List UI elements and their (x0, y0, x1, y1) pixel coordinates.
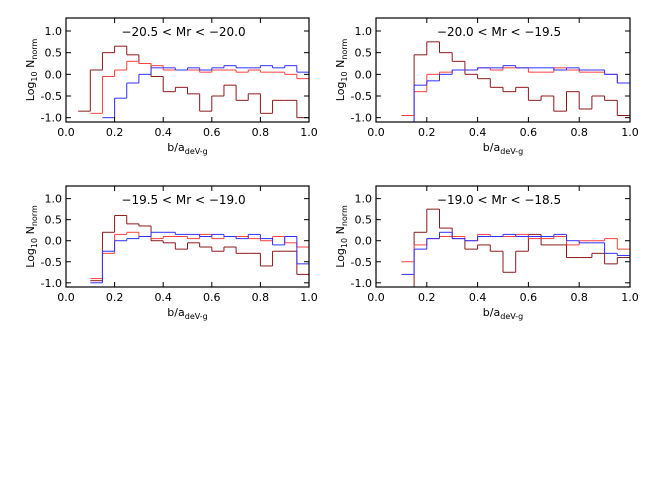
x-tick-label: 1.0 (621, 126, 639, 139)
y-tick-label: 0.5 (45, 47, 63, 60)
y-tick-label: 0.5 (355, 214, 373, 227)
x-label-sub: deV-g (185, 312, 208, 321)
x-tick-label: 1.0 (621, 291, 639, 304)
x-axis-label: b/adeV-g (483, 306, 523, 321)
y-label-part: N (24, 226, 37, 238)
y-tick-label: -1.0 (351, 277, 372, 290)
panel-title: −20.5 < Mr < −20.0 (121, 25, 245, 39)
x-tick-label: 0.6 (203, 126, 221, 139)
x-tick-label: 0.6 (203, 291, 221, 304)
panel-title: −20.0 < Mr < −19.5 (437, 25, 561, 39)
panel-title: −19.5 < Mr < −19.0 (121, 193, 245, 207)
x-label-part: b/a (167, 141, 184, 154)
y-label-part: N (334, 60, 347, 72)
y-label-sub: norm (340, 205, 349, 226)
x-tick-label: 0.2 (418, 126, 436, 139)
x-tick-label: 1.0 (300, 126, 318, 139)
panel: 0.0 0.2 0.4 0.6 0.8 1.0 -1.0 -0.5 0.0 0.5 1.0 −19.5… (24, 185, 318, 321)
y-tick-label: 0.0 (45, 235, 63, 248)
y-tick-label: 0.0 (355, 235, 373, 248)
y-label-part: N (24, 60, 37, 72)
x-tick-label: 0.4 (154, 126, 172, 139)
plot-area (401, 41, 630, 122)
x-tick-label: 1.0 (300, 291, 318, 304)
x-tick-label: 0.2 (418, 291, 436, 304)
x-tick-label: 0.8 (570, 291, 588, 304)
y-label-sub: 10 (30, 238, 39, 248)
x-label-sub: deV-g (500, 312, 523, 321)
plot-frame (375, 17, 631, 123)
x-label-sub: deV-g (500, 147, 523, 156)
y-tick-label: 0.5 (45, 214, 63, 227)
y-axis-label: Log10 Nnorm (334, 39, 349, 102)
y-tick-label: -1.0 (41, 277, 62, 290)
panel: 0.0 0.2 0.4 0.6 0.8 1.0 -1.0 -0.5 0.0 0.5 1.0 −20.0… (334, 17, 639, 156)
x-tick-label: 0.0 (367, 291, 385, 304)
x-tick-label: 0.0 (57, 291, 75, 304)
y-tick-label: -0.5 (41, 256, 62, 269)
plot-area (401, 208, 630, 287)
y-tick-label: 1.0 (355, 193, 373, 206)
y-label-part: Log (334, 82, 347, 102)
x-label-part: b/a (167, 306, 184, 319)
x-tick-label: 0.8 (252, 291, 270, 304)
y-label-part: N (334, 226, 347, 238)
y-tick-label: -0.5 (351, 90, 372, 103)
panel-title: −19.0 < Mr < −18.5 (437, 193, 561, 207)
y-label-sub: 10 (30, 71, 39, 81)
x-tick-label: 0.0 (57, 126, 75, 139)
x-axis-label: b/adeV-g (167, 141, 207, 156)
y-tick-label: 0.0 (45, 68, 63, 81)
y-label-sub: norm (30, 205, 39, 226)
y-tick-label: -1.0 (351, 112, 372, 125)
y-label-sub: norm (30, 39, 39, 60)
plot-frame (65, 185, 310, 288)
x-axis-label: b/adeV-g (483, 141, 523, 156)
y-tick-label: 0.5 (355, 47, 373, 60)
y-label-part: Log (24, 82, 37, 102)
y-label-part: Log (334, 248, 347, 268)
plot-area (90, 214, 309, 284)
x-tick-label: 0.6 (520, 126, 538, 139)
x-tick-label: 0.8 (570, 126, 588, 139)
y-tick-label: -0.5 (351, 256, 372, 269)
plot-area (78, 45, 309, 119)
y-tick-label: -0.5 (41, 90, 62, 103)
y-tick-label: 1.0 (45, 193, 63, 206)
x-tick-label: 0.2 (106, 126, 124, 139)
x-tick-label: 0.0 (367, 126, 385, 139)
x-tick-label: 0.2 (106, 291, 124, 304)
x-label-sub: deV-g (185, 147, 208, 156)
panel: 0.0 0.2 0.4 0.6 0.8 1.0 -1.0 -0.5 0.0 0.5 1.0 −20.5… (24, 17, 318, 156)
y-axis-label: Log10 Nnorm (334, 205, 349, 268)
y-label-sub: 10 (340, 71, 349, 81)
x-tick-label: 0.4 (154, 291, 172, 304)
y-tick-label: 1.0 (45, 25, 63, 38)
y-tick-label: 1.0 (355, 25, 373, 38)
x-tick-label: 0.4 (469, 126, 487, 139)
y-tick-label: 0.0 (355, 68, 373, 81)
y-label-sub: 10 (340, 238, 349, 248)
x-label-part: b/a (483, 306, 500, 319)
panel: 0.0 0.2 0.4 0.6 0.8 1.0 -1.0 -0.5 0.0 0.5 1.0 −19.0… (334, 185, 639, 321)
x-tick-label: 0.4 (469, 291, 487, 304)
y-axis-label: Log10 Nnorm (24, 205, 39, 268)
x-axis-label: b/adeV-g (167, 306, 207, 321)
plot-frame (375, 185, 631, 288)
x-tick-label: 0.6 (520, 291, 538, 304)
y-tick-label: -1.0 (41, 112, 62, 125)
x-label-part: b/a (483, 141, 500, 154)
y-axis-label: Log10 Nnorm (24, 39, 39, 102)
y-label-part: Log (24, 248, 37, 268)
plot-frame (65, 17, 310, 123)
y-label-sub: norm (340, 39, 349, 60)
x-tick-label: 0.8 (252, 126, 270, 139)
